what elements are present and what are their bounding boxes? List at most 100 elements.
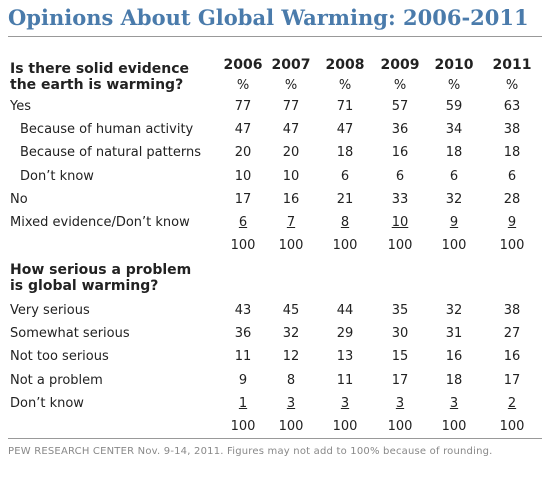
table-cell: 100 (332, 419, 358, 434)
table-cell: 44 (336, 303, 354, 318)
table-cell: 16 (391, 145, 409, 161)
table-cell: 18 (503, 145, 521, 161)
table-cell: 13 (336, 349, 354, 365)
row-label: Not a problem (10, 372, 103, 388)
table-cell: 3 (286, 395, 296, 411)
year-header: 2008 (325, 57, 365, 73)
row-label: Mixed evidence/Don’t know (10, 215, 190, 230)
table-cell: 29 (336, 326, 354, 342)
source-note: PEW RESEARCH CENTER Nov. 9-14, 2011. Fig… (8, 446, 493, 457)
row-label: Not too serious (10, 349, 109, 365)
table-cell: 34 (445, 122, 463, 138)
table-cell: 3 (395, 395, 405, 411)
table-cell: 9 (238, 372, 248, 388)
table-cell: 63 (503, 99, 521, 114)
table-cell: 7 (286, 215, 296, 230)
table-cell: 3 (449, 395, 459, 411)
table-cell: 16 (445, 349, 463, 365)
table-cell: 45 (282, 303, 300, 318)
percent-header: % (447, 78, 461, 93)
table-cell: 38 (503, 122, 521, 138)
table-cell: 43 (234, 303, 252, 318)
table-cell: 18 (445, 372, 463, 388)
year-header: 2007 (271, 57, 311, 73)
year-header: 2009 (380, 57, 420, 73)
table-cell: 10 (234, 168, 252, 184)
row-label: Very serious (10, 303, 90, 318)
table-cell: 28 (503, 191, 521, 207)
table-cell: 36 (234, 326, 252, 342)
page-title: Opinions About Global Warming: 2006-2011 (8, 5, 529, 30)
table-cell: 100 (499, 238, 525, 254)
row-label: Because of natural patterns (20, 145, 201, 161)
table-cell: 100 (332, 238, 358, 254)
table-cell: 2 (507, 395, 517, 411)
year-header: 2006 (223, 57, 263, 73)
table-cell: 11 (336, 372, 354, 388)
table-cell: 8 (286, 372, 296, 388)
footer-rule (8, 438, 542, 439)
year-header: 2010 (434, 57, 474, 73)
table-cell: 100 (278, 238, 304, 254)
table-cell: 17 (234, 191, 252, 207)
table-cell: 6 (449, 168, 459, 184)
table-cell: 17 (391, 372, 409, 388)
table-cell: 18 (336, 145, 354, 161)
table-cell: 9 (507, 215, 517, 230)
table-cell: 12 (282, 349, 300, 365)
table-cell: 15 (391, 349, 409, 365)
row-label: No (10, 191, 28, 207)
table-cell: 32 (445, 303, 463, 318)
table-cell: 27 (503, 326, 521, 342)
percent-header: % (505, 78, 519, 93)
table-cell: 100 (441, 419, 467, 434)
table-cell: 100 (499, 419, 525, 434)
table-cell: 100 (387, 238, 413, 254)
table-cell: 47 (336, 122, 354, 138)
table-cell: 100 (278, 419, 304, 434)
question-evidence-line2: the earth is warming? (10, 77, 184, 93)
row-label: Because of human activity (20, 122, 194, 138)
title-rule (8, 36, 542, 37)
question-serious-line2: is global warming? (10, 278, 159, 294)
table-cell: 10 (282, 168, 300, 184)
table-cell: 100 (230, 419, 256, 434)
table-cell: 77 (234, 99, 252, 114)
row-label: Somewhat serious (10, 326, 130, 342)
question-evidence-line1: Is there solid evidence (10, 61, 189, 77)
table-cell: 8 (340, 215, 350, 230)
year-header: 2011 (492, 57, 532, 73)
table-cell: 35 (391, 303, 409, 318)
table-cell: 31 (445, 326, 463, 342)
row-label: Yes (10, 99, 31, 114)
table-cell: 59 (445, 99, 463, 114)
table-cell: 6 (238, 215, 248, 230)
table-cell: 20 (234, 145, 252, 161)
question-serious-line1: How serious a problem (10, 262, 192, 278)
row-label: Don’t know (10, 395, 84, 411)
table-cell: 3 (340, 395, 350, 411)
table-cell: 6 (395, 168, 405, 184)
table-cell: 100 (441, 238, 467, 254)
table-cell: 6 (507, 168, 517, 184)
table-cell: 18 (445, 145, 463, 161)
table-cell: 17 (503, 372, 521, 388)
row-label: Don’t know (20, 168, 94, 184)
table-cell: 30 (391, 326, 409, 342)
table-cell: 47 (282, 122, 300, 138)
percent-header: % (236, 78, 250, 93)
table-cell: 6 (340, 168, 350, 184)
table-cell: 32 (282, 326, 300, 342)
table-cell: 47 (234, 122, 252, 138)
percent-header: % (338, 78, 352, 93)
table-cell: 9 (449, 215, 459, 230)
table-cell: 20 (282, 145, 300, 161)
table-cell: 77 (282, 99, 300, 114)
table-cell: 71 (336, 99, 354, 114)
table-cell: 100 (387, 419, 413, 434)
table-cell: 57 (391, 99, 409, 114)
percent-header: % (284, 78, 298, 93)
table-cell: 32 (445, 191, 463, 207)
table-cell: 36 (391, 122, 409, 138)
table-cell: 11 (234, 349, 252, 365)
